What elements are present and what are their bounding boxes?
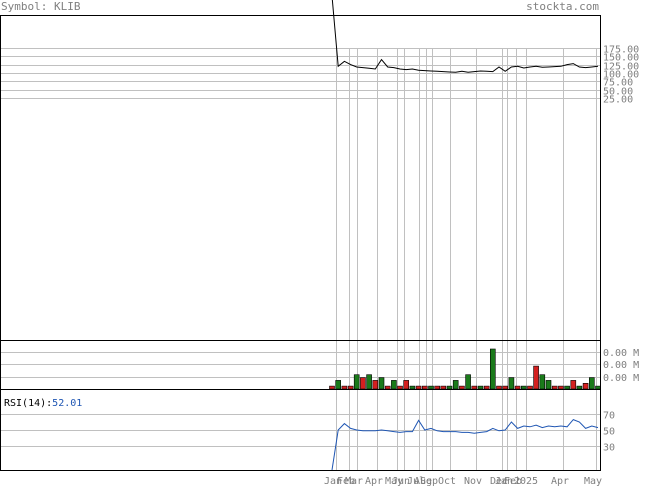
month-label: Mar: [345, 476, 363, 486]
volume-bar: [428, 385, 434, 390]
volume-tick-label: 0.00 M: [603, 373, 639, 384]
month-label: Jun: [392, 476, 410, 486]
price-tick-label: 75.00: [603, 78, 633, 89]
rsi-tick-label: 30: [603, 443, 615, 454]
month-label: Oct: [438, 476, 456, 486]
volume-bar: [520, 385, 527, 390]
volume-bar: [421, 385, 428, 390]
volume-tick-label: 0.00 M: [603, 360, 639, 371]
volume-bar: [595, 385, 601, 390]
volume-bar: [545, 380, 552, 390]
month-label: Apr: [365, 476, 383, 486]
month-label: Jul: [407, 476, 425, 486]
volume-bar: [397, 385, 403, 390]
volume-bar: [508, 377, 515, 390]
volume-bar: [391, 380, 397, 390]
volume-bar: [570, 380, 577, 390]
volume-bar: [384, 385, 391, 390]
grid-layer: [1, 48, 600, 470]
price-tick-label: 100.00: [603, 70, 639, 81]
rsi-tick-label: 50: [603, 427, 615, 438]
month-label: Feb: [337, 476, 355, 486]
month-label: Jan: [324, 476, 342, 486]
rsi-tick-label: 70: [603, 411, 615, 422]
volume-bar: [527, 385, 533, 390]
volume-bar: [446, 385, 453, 390]
volume-bar: [489, 348, 496, 390]
price-tick-label: 150.00: [603, 53, 639, 64]
volume-bar: [459, 385, 465, 390]
month-label: Jan: [495, 476, 513, 486]
month-label: Dec: [490, 476, 508, 486]
volume-bar: [551, 385, 558, 390]
volume-tick-label: 0.00 M: [603, 348, 639, 359]
volume-bar: [403, 380, 410, 390]
volume-bar: [409, 385, 416, 390]
volume-bar: [539, 374, 546, 390]
volume-bar: [353, 374, 360, 390]
price-tick-label: 175.00: [603, 45, 639, 56]
month-label: Feb: [504, 476, 522, 486]
volume-bar: [434, 385, 441, 390]
series-layer: [329, 0, 601, 471]
volume-bar: [483, 385, 490, 390]
rsi-label: RSI(14):52.01: [4, 398, 82, 409]
volume-bar: [582, 382, 589, 390]
volume-bar: [564, 385, 570, 390]
volume-bar: [588, 377, 595, 390]
volume-bar: [329, 385, 335, 390]
month-label: Nov: [464, 476, 482, 486]
month-label: Sep: [420, 476, 438, 486]
volume-bar: [477, 385, 484, 390]
price-tick-label: 25.00: [603, 95, 633, 106]
volume-bar: [576, 385, 583, 390]
month-label: 2025: [514, 476, 538, 486]
volume-bar: [533, 365, 539, 390]
month-label: May: [584, 476, 602, 486]
price-line: [331, 0, 599, 73]
rsi-panel-frame: [0, 389, 601, 471]
volume-bar: [347, 385, 354, 390]
volume-bar: [378, 377, 385, 390]
volume-bar: [440, 385, 447, 390]
panel-frames: [0, 15, 601, 471]
volume-bar: [558, 385, 564, 390]
volume-bar: [360, 377, 366, 390]
volume-bar: [335, 380, 342, 390]
price-tick-label: 125.00: [603, 62, 639, 73]
volume-bar: [471, 385, 478, 390]
volume-bar: [366, 374, 372, 390]
volume-bar: [465, 374, 471, 390]
rsi-value: 52.01: [52, 398, 82, 409]
volume-bar: [341, 385, 348, 390]
site-name: stockta.com: [526, 0, 599, 13]
month-label: Aug: [414, 476, 432, 486]
month-label: Apr: [551, 476, 569, 486]
price-tick-label: 50.00: [603, 87, 633, 98]
volume-bar: [514, 385, 521, 390]
price-panel-frame: [0, 15, 601, 341]
volume-bar: [372, 380, 379, 390]
month-label: May: [385, 476, 403, 486]
rsi-line: [331, 419, 599, 471]
symbol-label: Symbol: KLIB: [1, 0, 81, 13]
volume-bar: [452, 380, 459, 390]
volume-bar: [502, 385, 509, 390]
volume-bar: [496, 385, 502, 390]
volume-bar: [415, 385, 422, 390]
